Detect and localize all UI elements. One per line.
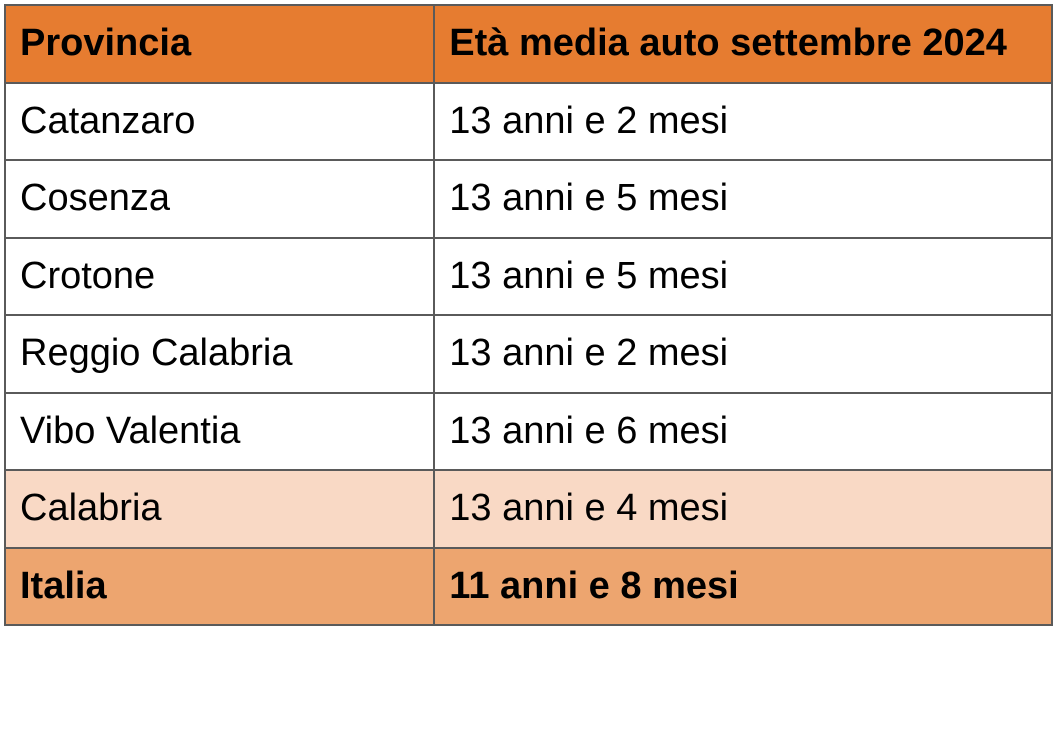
table-row: Catanzaro 13 anni e 2 mesi [5,83,1052,161]
cell-province: Vibo Valentia [5,393,434,471]
table-row-totals: Italia 11 anni e 8 mesi [5,548,1052,626]
table-row-region: Calabria 13 anni e 4 mesi [5,470,1052,548]
cell-province: Reggio Calabria [5,315,434,393]
cell-province: Catanzaro [5,83,434,161]
cell-value: 13 anni e 5 mesi [434,160,1052,238]
cell-value: 13 anni e 2 mesi [434,83,1052,161]
cell-value: 13 anni e 6 mesi [434,393,1052,471]
table-row: Reggio Calabria 13 anni e 2 mesi [5,315,1052,393]
cell-province: Italia [5,548,434,626]
table-row: Crotone 13 anni e 5 mesi [5,238,1052,316]
data-table: Provincia Età media auto settembre 2024 … [4,4,1053,626]
header-province: Provincia [5,5,434,83]
cell-value: 13 anni e 2 mesi [434,315,1052,393]
cell-province: Crotone [5,238,434,316]
table-row: Cosenza 13 anni e 5 mesi [5,160,1052,238]
header-value: Età media auto settembre 2024 [434,5,1052,83]
cell-province: Cosenza [5,160,434,238]
cell-value: 13 anni e 4 mesi [434,470,1052,548]
header-row: Provincia Età media auto settembre 2024 [5,5,1052,83]
table-row: Vibo Valentia 13 anni e 6 mesi [5,393,1052,471]
cell-value: 13 anni e 5 mesi [434,238,1052,316]
cell-province: Calabria [5,470,434,548]
cell-value: 11 anni e 8 mesi [434,548,1052,626]
